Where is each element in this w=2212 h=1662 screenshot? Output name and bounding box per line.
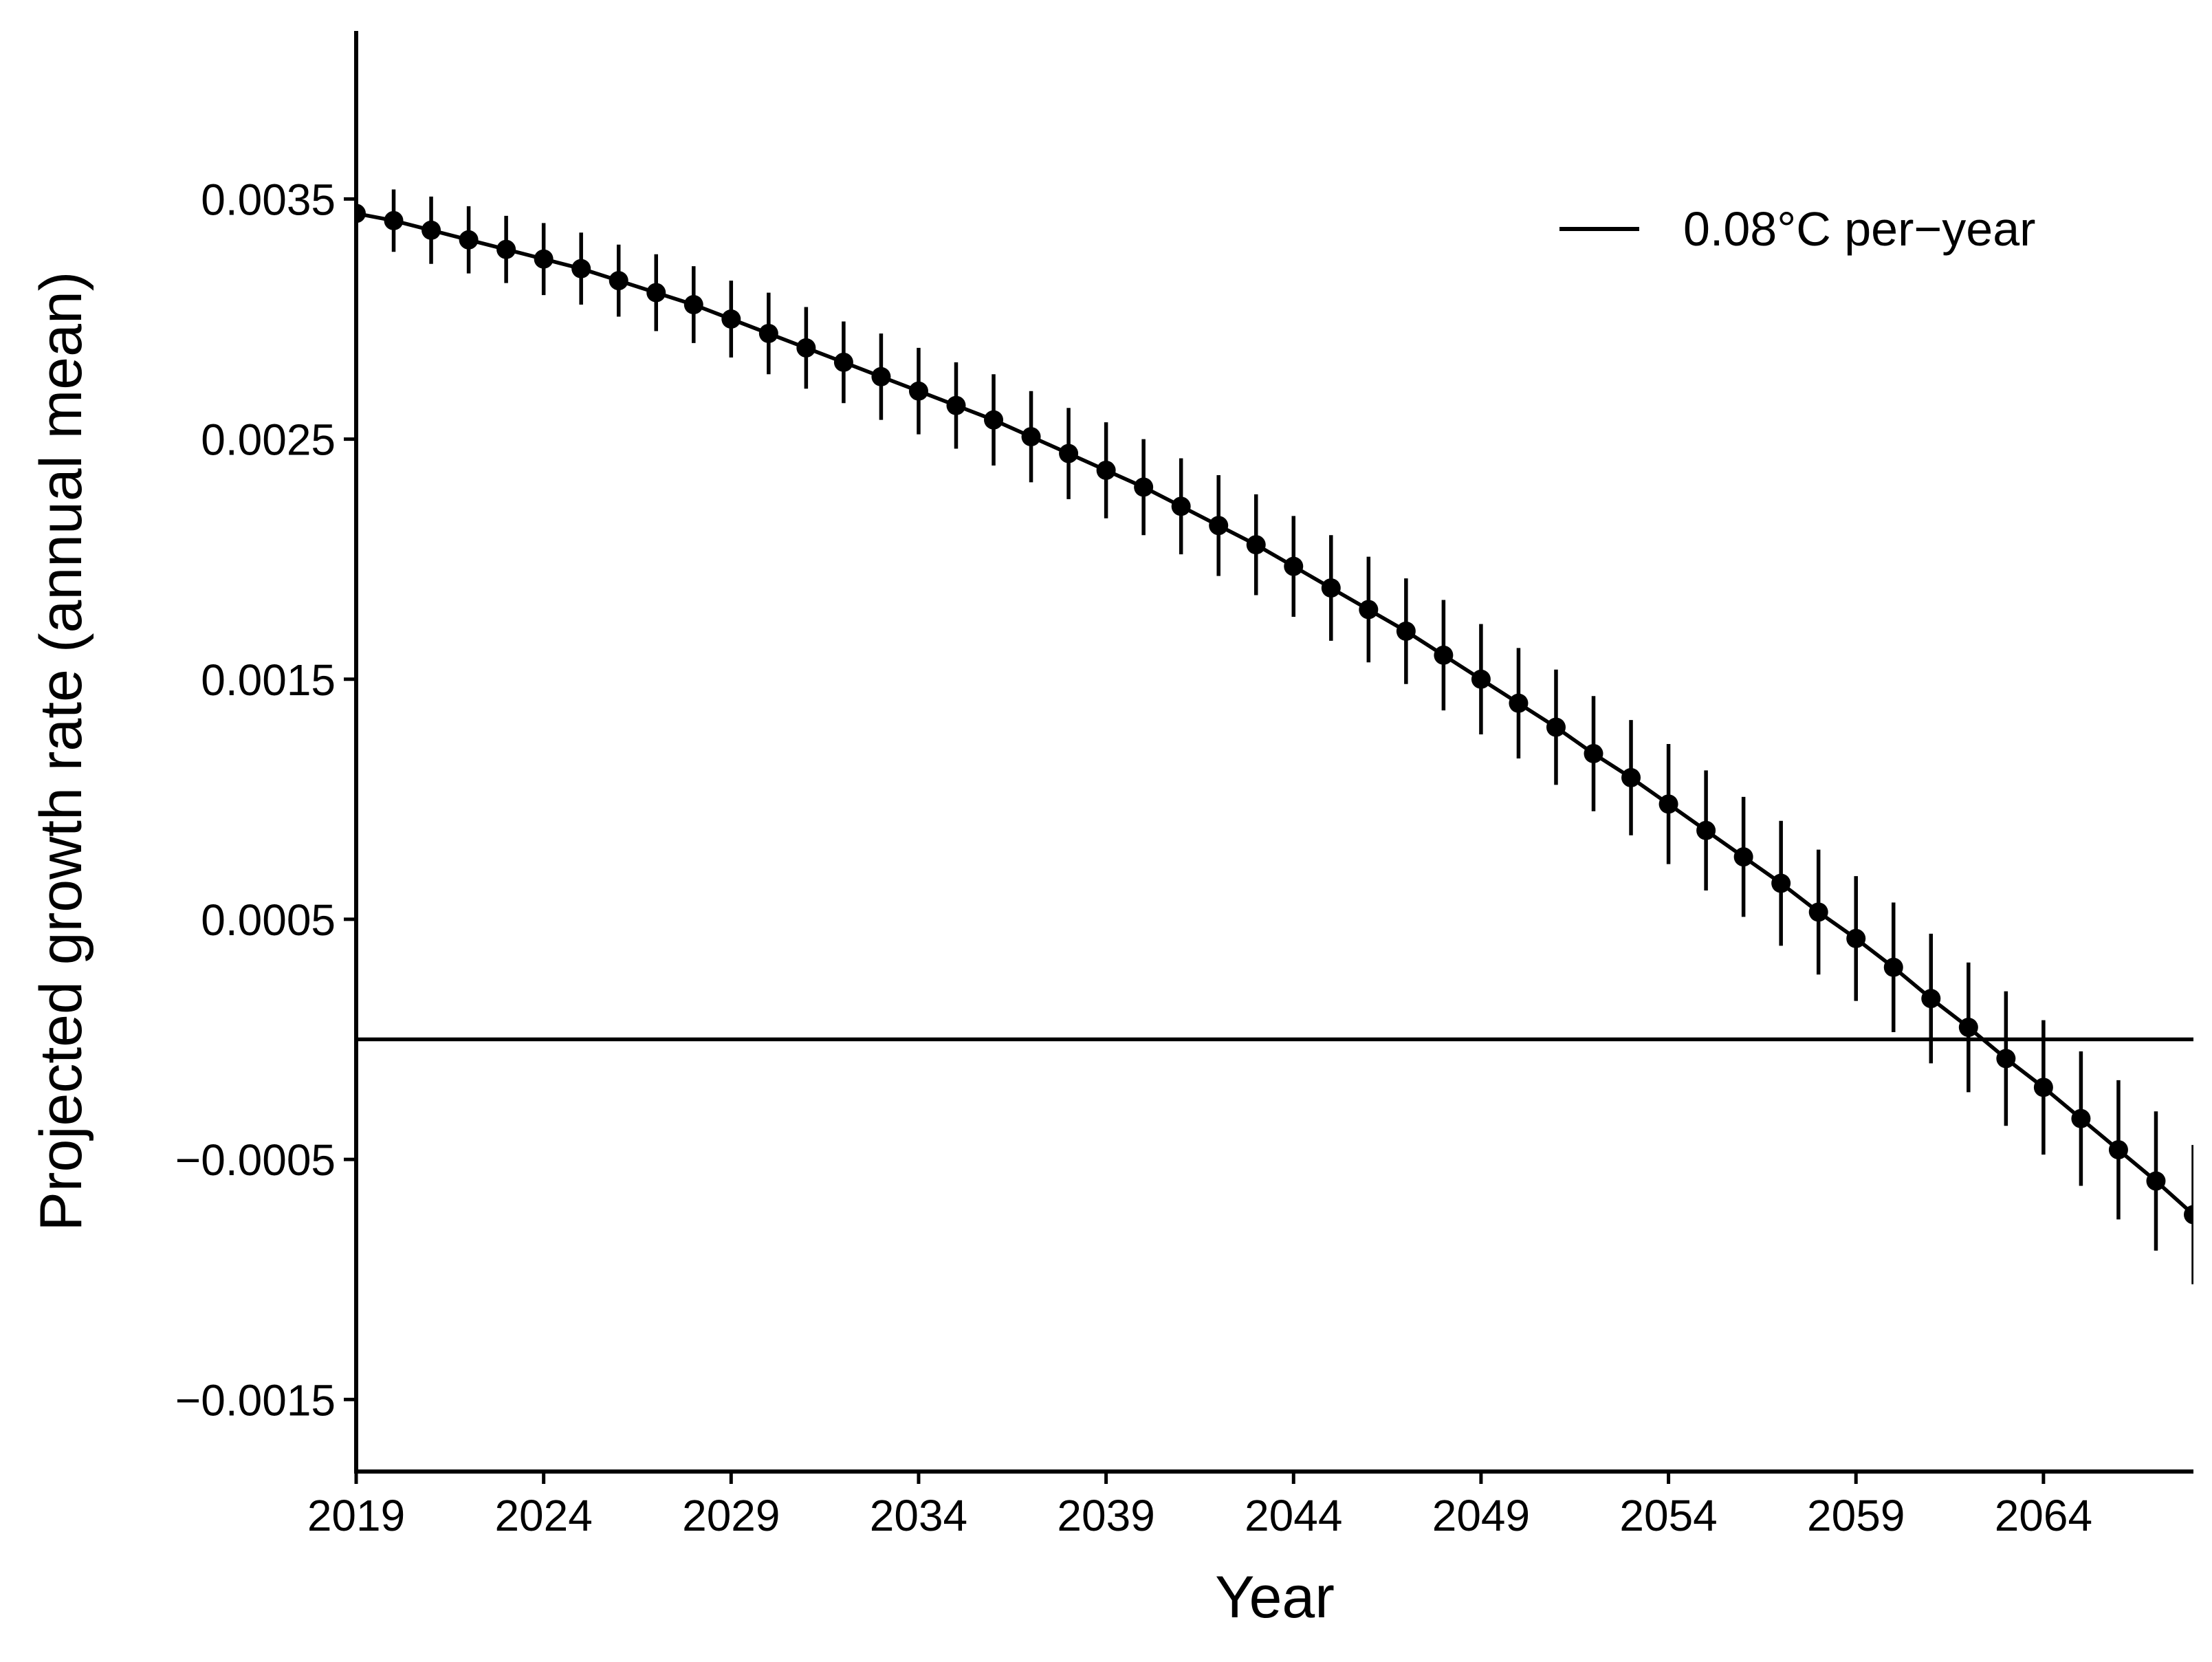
data-point (1246, 535, 1266, 555)
x-tick-label: 2039 (1057, 1491, 1154, 1540)
data-point (1958, 1018, 1978, 1038)
data-point (1921, 989, 1941, 1009)
data-point (571, 259, 591, 278)
data-point (833, 352, 853, 372)
x-tick-label: 2064 (1995, 1491, 2092, 1540)
data-point (871, 367, 891, 386)
data-point (2146, 1171, 2166, 1191)
axes: 2019 2024 2029 2034 2039 2044 2049 2054 2059 2064… (175, 31, 2193, 1540)
data-point (609, 271, 628, 291)
x-tick-label: 2029 (682, 1491, 780, 1540)
data-point (1471, 669, 1491, 689)
x-tick-label: 2054 (1619, 1491, 1717, 1540)
x-axis-title: Year (1215, 1564, 1335, 1630)
data-point (1321, 578, 1341, 598)
data-point (721, 309, 741, 329)
legend: 0.08°C per−year (1559, 202, 2035, 256)
data-point (1434, 645, 1454, 665)
data-point (1396, 621, 1416, 641)
y-tick-label: 0.0025 (201, 415, 336, 465)
data-point (1584, 743, 1603, 763)
data-point (2108, 1140, 2128, 1160)
data-point (1696, 820, 1716, 840)
data-point (646, 283, 666, 303)
data-point (1096, 460, 1116, 480)
data-point (1996, 1049, 2016, 1069)
series-line (356, 211, 2193, 1216)
y-tick-label: −0.0005 (175, 1135, 336, 1185)
data-point (1733, 847, 1753, 867)
data-point (1059, 444, 1079, 463)
x-tick-label: 2044 (1245, 1491, 1342, 1540)
x-tick-label: 2049 (1432, 1491, 1530, 1540)
data-point (1846, 928, 1866, 948)
data-point (1658, 794, 1678, 814)
data-point (1509, 693, 1529, 713)
plot-area (356, 182, 2193, 1284)
data-point (1171, 496, 1191, 516)
x-tick-label: 2034 (870, 1491, 967, 1540)
y-tick-label: 0.0015 (201, 655, 336, 705)
data-point (758, 323, 778, 343)
data-point (459, 230, 479, 250)
data-point (2071, 1108, 2091, 1128)
data-point (946, 395, 966, 415)
data-point (1808, 902, 1828, 922)
y-axis-title: Projected growth rate (annual mean) (28, 272, 94, 1232)
data-point (1771, 873, 1791, 893)
data-point (683, 295, 703, 315)
data-point (1134, 477, 1154, 497)
data-point (796, 338, 816, 358)
data-point (496, 239, 516, 259)
x-tick-label: 2024 (494, 1491, 592, 1540)
legend-label: 0.08°C per−year (1683, 202, 2035, 256)
data-point (384, 210, 404, 230)
data-point (534, 249, 554, 269)
data-point (1883, 957, 1903, 977)
data-point (1359, 600, 1379, 620)
data-point (984, 410, 1004, 430)
data-point (356, 204, 366, 223)
data-point (1284, 556, 1304, 576)
y-tick-label: 0.0035 (201, 175, 336, 224)
y-tick-label: 0.0005 (201, 895, 336, 945)
data-point (1209, 516, 1229, 536)
data-point (2033, 1078, 2053, 1097)
x-tick-label: 2019 (307, 1491, 405, 1540)
x-tick-label: 2059 (1807, 1491, 1905, 1540)
data-point (421, 220, 441, 240)
data-point (1621, 767, 1641, 787)
data-point (2184, 1205, 2193, 1225)
data-point (908, 381, 928, 401)
data-point (1546, 717, 1566, 737)
y-tick-label: −0.0015 (175, 1375, 336, 1425)
data-point (1021, 427, 1041, 447)
